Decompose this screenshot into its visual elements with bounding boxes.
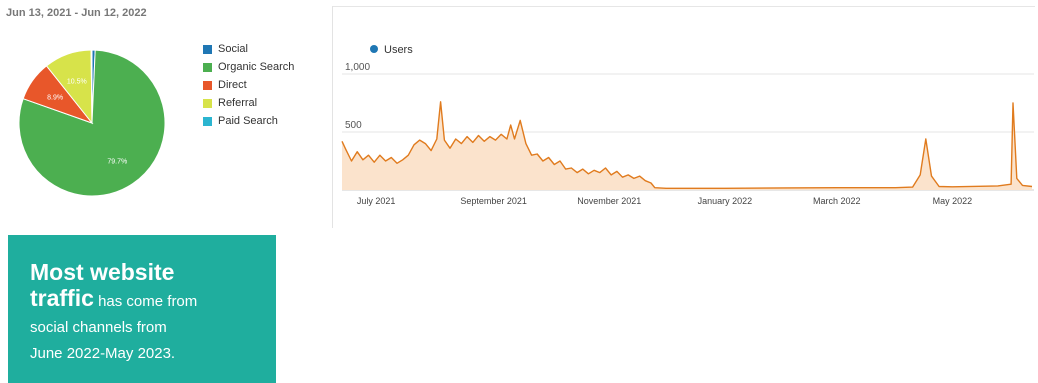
area-svg: Users 1,000 500 July 2021 September 2021 Nove… bbox=[341, 44, 1034, 206]
legend-label: Paid Search bbox=[218, 115, 278, 127]
users-area-chart: Users 1,000 500 July 2021 September 2021 Nove… bbox=[334, 36, 1036, 211]
x-tick-label: July 2021 bbox=[357, 196, 396, 206]
callout-headline-line2: traffic bbox=[30, 285, 94, 311]
legend-swatch bbox=[203, 62, 212, 72]
callout-box: Most website traffic has come from socia… bbox=[8, 235, 276, 383]
top-divider bbox=[332, 6, 1035, 7]
y-tick-label: 1,000 bbox=[345, 62, 370, 73]
legend-item-social[interactable]: Social bbox=[203, 40, 294, 58]
legend-item-paid-search[interactable]: Paid Search bbox=[203, 112, 294, 130]
callout-text-line1: has come from bbox=[93, 293, 198, 310]
pie-slice-label: 10.5% bbox=[67, 78, 87, 85]
date-range: Jun 13, 2021 - Jun 12, 2022 bbox=[6, 7, 147, 19]
legend-label: Referral bbox=[218, 97, 258, 109]
x-tick-label: September 2021 bbox=[460, 196, 527, 206]
legend-swatch bbox=[203, 116, 212, 126]
users-legend-label: Users bbox=[384, 44, 413, 56]
x-tick-label: May 2022 bbox=[933, 196, 973, 206]
legend-label: Direct bbox=[218, 79, 247, 91]
users-legend-dot bbox=[370, 45, 378, 53]
callout-text-line2: social channels from bbox=[30, 319, 167, 336]
pie-slice-label: 8.9% bbox=[47, 95, 63, 102]
legend-label: Social bbox=[218, 43, 248, 55]
users-series-line[interactable] bbox=[341, 101, 1033, 189]
legend-item-referral[interactable]: Referral bbox=[203, 94, 294, 112]
pie-svg: 79.7% 8.9% 10.5% bbox=[18, 49, 166, 197]
legend-swatch bbox=[203, 80, 212, 90]
legend-item-direct[interactable]: Direct bbox=[203, 76, 294, 94]
pie-legend: Social Organic Search Direct Referral Paid S… bbox=[203, 40, 294, 130]
legend-swatch bbox=[203, 44, 212, 54]
pie-slice-label: 79.7% bbox=[107, 159, 127, 166]
vertical-divider bbox=[332, 6, 333, 228]
traffic-source-pie-chart: 79.7% 8.9% 10.5% bbox=[0, 30, 200, 210]
legend-label: Organic Search bbox=[218, 61, 295, 73]
users-area-fill bbox=[342, 101, 1032, 190]
legend-item-organic-search[interactable]: Organic Search bbox=[203, 58, 294, 76]
callout-headline-line1: Most website bbox=[30, 259, 175, 285]
x-tick-label: March 2022 bbox=[813, 196, 861, 206]
y-tick-label: 500 bbox=[345, 120, 362, 131]
legend-swatch bbox=[203, 98, 212, 108]
pie-slice-paid-search[interactable] bbox=[90, 49, 93, 124]
x-tick-label: January 2022 bbox=[698, 196, 753, 206]
callout-text-line3: June 2022-May 2023. bbox=[30, 345, 176, 362]
x-tick-label: November 2021 bbox=[577, 196, 641, 206]
